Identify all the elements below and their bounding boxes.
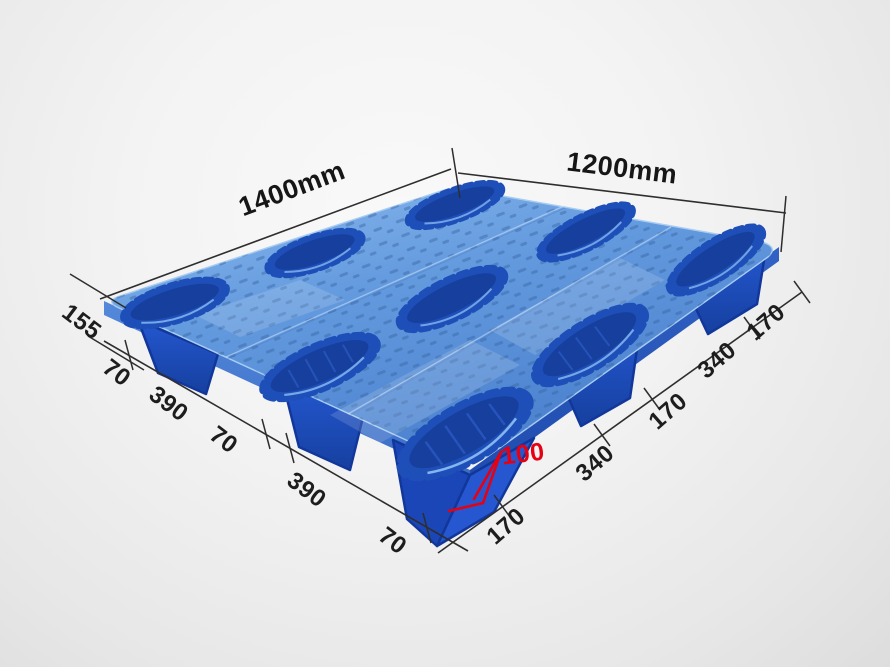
dim-right-segment-2: 170 xyxy=(644,388,693,436)
dim-line-right-edge xyxy=(437,291,803,554)
dim-ticks xyxy=(69,147,811,544)
dim-left-segment-2: 70 xyxy=(204,421,242,459)
cavity xyxy=(404,179,506,231)
foot-width-marker xyxy=(447,450,503,513)
cavity xyxy=(264,227,366,279)
dim-right-segment-3: 340 xyxy=(693,337,742,385)
cavity xyxy=(530,302,650,388)
dim-left-segment-4: 70 xyxy=(373,522,411,560)
dim-right-segment-1: 340 xyxy=(571,440,620,488)
dim-label-width: 1200mm xyxy=(565,146,679,189)
cavity xyxy=(665,223,767,297)
dim-label-foot-width: 100 xyxy=(500,438,546,471)
dimension-lines xyxy=(69,147,811,554)
cavity xyxy=(120,276,230,330)
dim-line-1200 xyxy=(457,172,787,214)
dim-left-segment-3: 390 xyxy=(282,467,331,514)
dim-label-length: 1400mm xyxy=(235,155,350,222)
cavity xyxy=(259,331,381,403)
deck-seam-lines xyxy=(225,205,673,417)
deck-cavities xyxy=(120,179,767,482)
dim-label-height: 155 xyxy=(57,299,106,346)
dim-line-1400 xyxy=(99,168,452,300)
pallet-foot-left-corner xyxy=(136,318,220,396)
cavity xyxy=(396,386,534,482)
pallet xyxy=(104,179,779,548)
cavity xyxy=(395,264,509,334)
cavity xyxy=(536,201,636,263)
dim-line-left-edge xyxy=(103,340,469,552)
deck-smooth-pads xyxy=(195,258,665,443)
